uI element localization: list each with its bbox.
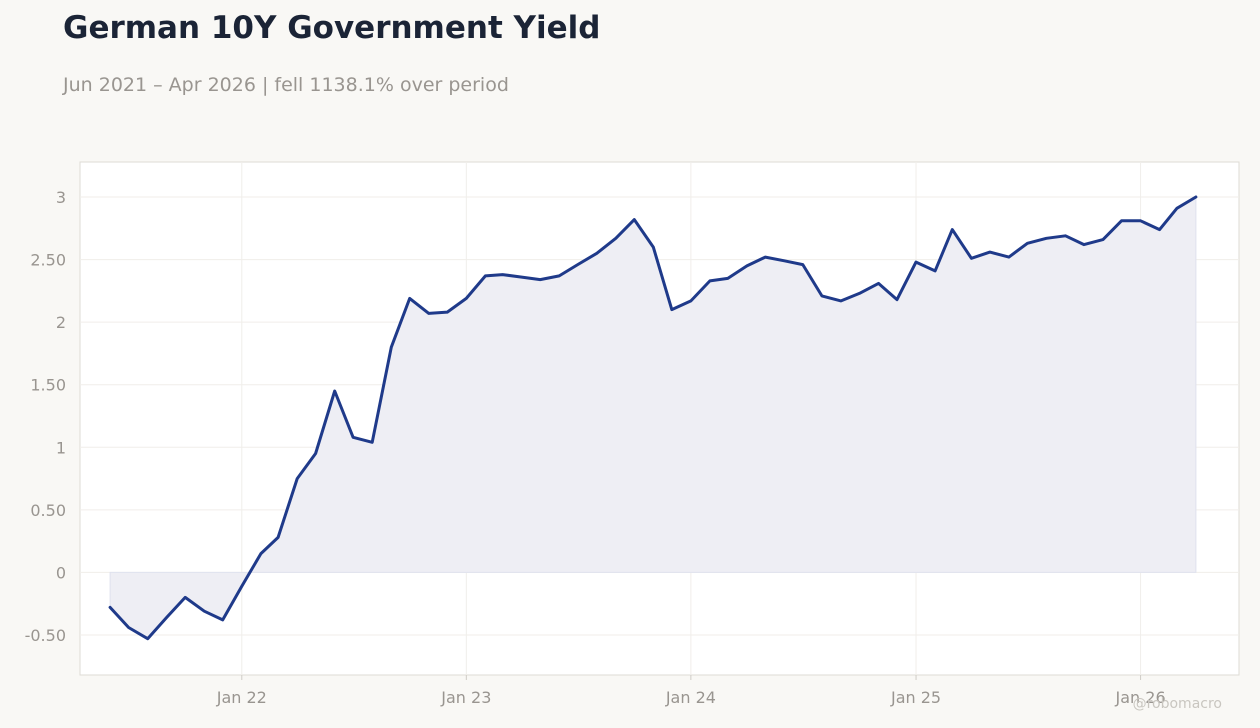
y-tick-label: 1: [56, 438, 66, 457]
y-tick-label: -0.50: [25, 626, 66, 645]
y-tick-label: 2: [56, 313, 66, 332]
y-tick-label: 3: [56, 188, 66, 207]
y-axis: -0.50 0 0.50 1 1.50 2 2.50 3: [25, 188, 66, 645]
y-tick-label: 1.50: [30, 376, 66, 395]
chart-subtitle: Jun 2021 – Apr 2026 | fell 1138.1% over …: [63, 74, 509, 96]
y-tick-label: 2.50: [30, 251, 66, 270]
chart-title: German 10Y Government Yield: [63, 10, 601, 46]
x-tick-label: Jan 23: [440, 688, 491, 707]
x-tick-label: Jan 22: [216, 688, 267, 707]
watermark: @robomacro: [1132, 696, 1222, 712]
x-axis: Jan 22 Jan 23 Jan 24 Jan 25 Jan 26: [216, 675, 1166, 707]
series-line: [108, 195, 1198, 641]
x-tick-label: Jan 24: [665, 688, 716, 707]
y-tick-label: 0: [56, 563, 66, 582]
x-tick-label: Jan 26: [1115, 688, 1166, 707]
y-tick-label: 0.50: [30, 501, 66, 520]
x-tick-label: Jan 25: [890, 688, 941, 707]
